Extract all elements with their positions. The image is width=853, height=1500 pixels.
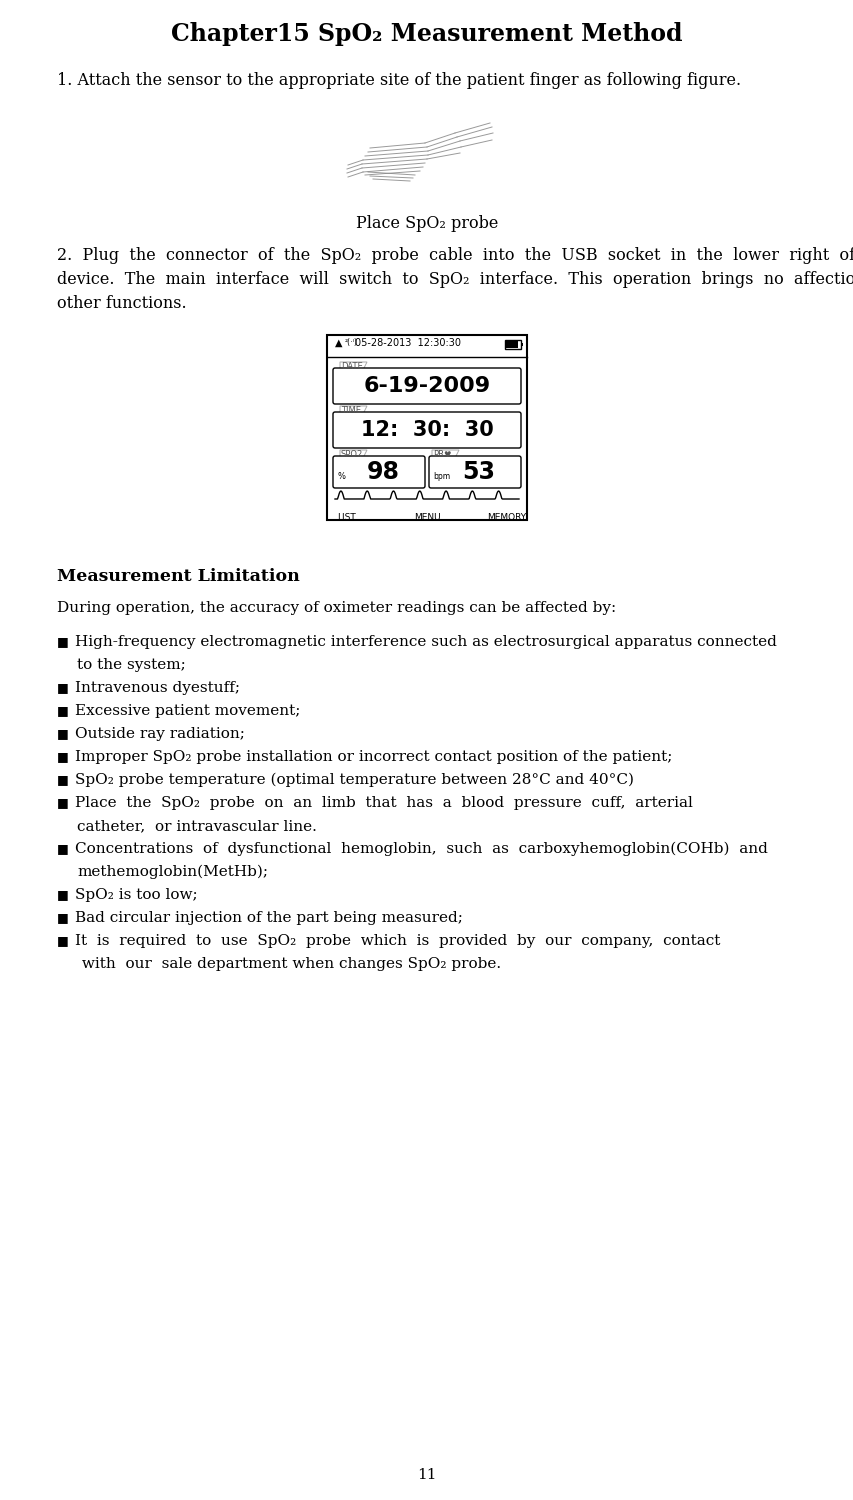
Text: ▲: ▲ bbox=[334, 338, 342, 348]
Text: ■: ■ bbox=[57, 796, 69, 808]
Text: 53: 53 bbox=[462, 460, 495, 484]
Text: 11: 11 bbox=[417, 1468, 436, 1482]
Text: 2.  Plug  the  connector  of  the  SpO₂  probe  cable  into  the  USB  socket  i: 2. Plug the connector of the SpO₂ probe … bbox=[57, 248, 853, 264]
Text: Measurement Limitation: Measurement Limitation bbox=[57, 568, 299, 585]
Text: to the system;: to the system; bbox=[77, 658, 186, 672]
Text: MENU: MENU bbox=[413, 513, 440, 522]
Text: SPO2: SPO2 bbox=[340, 450, 363, 459]
Text: ■: ■ bbox=[57, 681, 69, 694]
Text: ■: ■ bbox=[57, 750, 69, 764]
Text: 6-19-2009: 6-19-2009 bbox=[363, 376, 490, 396]
Text: ■: ■ bbox=[57, 934, 69, 946]
Text: Chapter15 SpO₂ Measurement Method: Chapter15 SpO₂ Measurement Method bbox=[171, 22, 682, 46]
Text: Place SpO₂ probe: Place SpO₂ probe bbox=[356, 214, 497, 232]
Text: MEMORY: MEMORY bbox=[487, 513, 526, 522]
Bar bbox=[504, 340, 520, 350]
FancyBboxPatch shape bbox=[428, 456, 520, 488]
Text: It  is  required  to  use  SpO₂  probe  which  is  provided  by  our  company,  : It is required to use SpO₂ probe which i… bbox=[75, 934, 720, 948]
Text: Improper SpO₂ probe installation or incorrect contact position of the patient;: Improper SpO₂ probe installation or inco… bbox=[75, 750, 671, 764]
Text: ■: ■ bbox=[57, 634, 69, 648]
Text: ■: ■ bbox=[57, 842, 69, 855]
Text: Bad circular injection of the part being measured;: Bad circular injection of the part being… bbox=[75, 910, 462, 926]
Text: 05-28-2013  12:30:30: 05-28-2013 12:30:30 bbox=[355, 338, 461, 348]
Bar bbox=[520, 344, 522, 346]
Text: PR♥: PR♥ bbox=[432, 450, 451, 459]
Text: ■: ■ bbox=[57, 728, 69, 740]
Text: Place  the  SpO₂  probe  on  an  limb  that  has  a  blood  pressure  cuff,  art: Place the SpO₂ probe on an limb that has… bbox=[75, 796, 697, 810]
Text: ■: ■ bbox=[57, 704, 69, 717]
Text: TIME: TIME bbox=[340, 406, 361, 416]
Text: SpO₂ is too low;: SpO₂ is too low; bbox=[75, 888, 197, 902]
Text: ²(·ᴵ): ²(·ᴵ) bbox=[345, 338, 357, 346]
Bar bbox=[506, 340, 509, 348]
Text: catheter,  or intravascular line.: catheter, or intravascular line. bbox=[77, 819, 316, 833]
Text: Outside ray radiation;: Outside ray radiation; bbox=[75, 728, 245, 741]
Text: LIST: LIST bbox=[337, 513, 356, 522]
FancyBboxPatch shape bbox=[333, 368, 520, 404]
Text: %: % bbox=[338, 472, 345, 482]
Text: device.  The  main  interface  will  switch  to  SpO₂  interface.  This  operati: device. The main interface will switch t… bbox=[57, 272, 853, 288]
Text: with  our  sale department when changes SpO₂ probe.: with our sale department when changes Sp… bbox=[77, 957, 501, 970]
Text: other functions.: other functions. bbox=[57, 296, 187, 312]
Text: ■: ■ bbox=[57, 910, 69, 924]
Text: During operation, the accuracy of oximeter readings can be affected by:: During operation, the accuracy of oximet… bbox=[57, 602, 616, 615]
Text: Concentrations  of  dysfunctional  hemoglobin,  such  as  carboxyhemoglobin(COHb: Concentrations of dysfunctional hemoglob… bbox=[75, 842, 767, 856]
FancyBboxPatch shape bbox=[333, 413, 520, 448]
Text: Intravenous dyestuff;: Intravenous dyestuff; bbox=[75, 681, 240, 694]
Text: ■: ■ bbox=[57, 772, 69, 786]
Text: 12:  30:  30: 12: 30: 30 bbox=[360, 420, 493, 440]
Text: Excessive patient movement;: Excessive patient movement; bbox=[75, 704, 300, 718]
Text: DATE: DATE bbox=[340, 362, 363, 370]
Text: ■: ■ bbox=[57, 888, 69, 902]
Bar bbox=[514, 340, 518, 348]
Bar bbox=[509, 340, 514, 348]
Text: methemoglobin(MetHb);: methemoglobin(MetHb); bbox=[77, 865, 268, 879]
Text: bpm: bpm bbox=[432, 472, 450, 482]
Text: SpO₂ probe temperature (optimal temperature between 28°C and 40°C): SpO₂ probe temperature (optimal temperat… bbox=[75, 772, 633, 788]
Text: 1. Attach the sensor to the appropriate site of the patient finger as following : 1. Attach the sensor to the appropriate … bbox=[57, 72, 740, 88]
Bar bbox=[327, 334, 526, 520]
Text: 98: 98 bbox=[366, 460, 399, 484]
FancyBboxPatch shape bbox=[333, 456, 425, 488]
Text: High-frequency electromagnetic interference such as electrosurgical apparatus co: High-frequency electromagnetic interfere… bbox=[75, 634, 776, 650]
